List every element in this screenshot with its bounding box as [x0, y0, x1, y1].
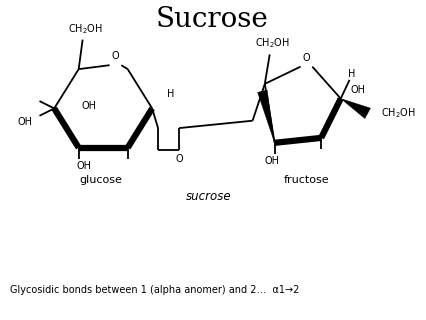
Polygon shape: [257, 90, 274, 143]
Text: sucrose: sucrose: [185, 190, 231, 203]
Text: O: O: [111, 51, 119, 61]
Text: O: O: [175, 154, 182, 164]
Text: CH$_2$OH: CH$_2$OH: [254, 37, 289, 51]
Text: H: H: [167, 89, 174, 99]
Text: O: O: [302, 53, 310, 63]
Text: CH$_2$OH: CH$_2$OH: [380, 107, 415, 120]
Text: OH: OH: [264, 156, 279, 166]
Text: fructose: fructose: [283, 175, 328, 185]
Text: H: H: [347, 69, 354, 79]
Text: OH: OH: [17, 117, 32, 127]
Text: glucose: glucose: [79, 175, 122, 185]
Text: CH$_2$OH: CH$_2$OH: [67, 22, 102, 36]
Text: Sucrose: Sucrose: [155, 6, 268, 34]
Text: Glycosidic bonds between 1 (alpha anomer) and 2…  α1→2: Glycosidic bonds between 1 (alpha anomer…: [10, 285, 299, 295]
Text: OH: OH: [76, 161, 91, 172]
Text: OH: OH: [350, 85, 365, 95]
Text: OH: OH: [81, 101, 96, 111]
Polygon shape: [340, 99, 370, 118]
